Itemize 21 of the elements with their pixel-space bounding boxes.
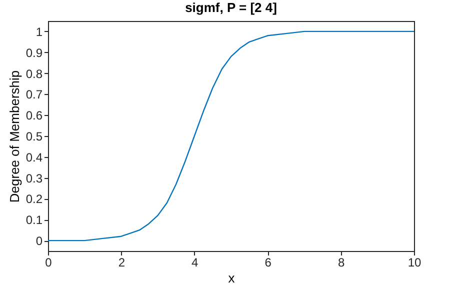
x-tick-label: 10	[408, 256, 422, 270]
x-tick-label: 0	[45, 256, 52, 270]
line-series	[47, 30, 415, 242]
x-tick-label: 8	[338, 256, 345, 270]
y-tick-label: 0.9	[26, 46, 43, 60]
y-tick-label: 0.1	[26, 213, 43, 228]
y-tick-label: 0.6	[26, 108, 43, 123]
y-tick-label: 0.8	[26, 66, 43, 81]
y-tick-label: 0.3	[26, 171, 43, 186]
x-tick-label: 4	[192, 256, 199, 270]
y-tick-label: 1	[36, 24, 43, 39]
y-tick-label: 0.7	[26, 88, 43, 102]
x-tick-label: 6	[264, 256, 272, 270]
y-tick-label: 0.2	[26, 192, 43, 206]
x-tick-label: 2	[118, 256, 126, 270]
y-tick-label: 0	[36, 234, 43, 248]
y-axis-title: Degree of Membership	[6, 70, 22, 203]
y-tick-label: 0.4	[26, 150, 43, 164]
chart-title: sigmf, P = [2 4]	[185, 0, 277, 15]
x-axis-title: x	[228, 270, 236, 285]
y-tick-label: 0.5	[26, 130, 43, 144]
